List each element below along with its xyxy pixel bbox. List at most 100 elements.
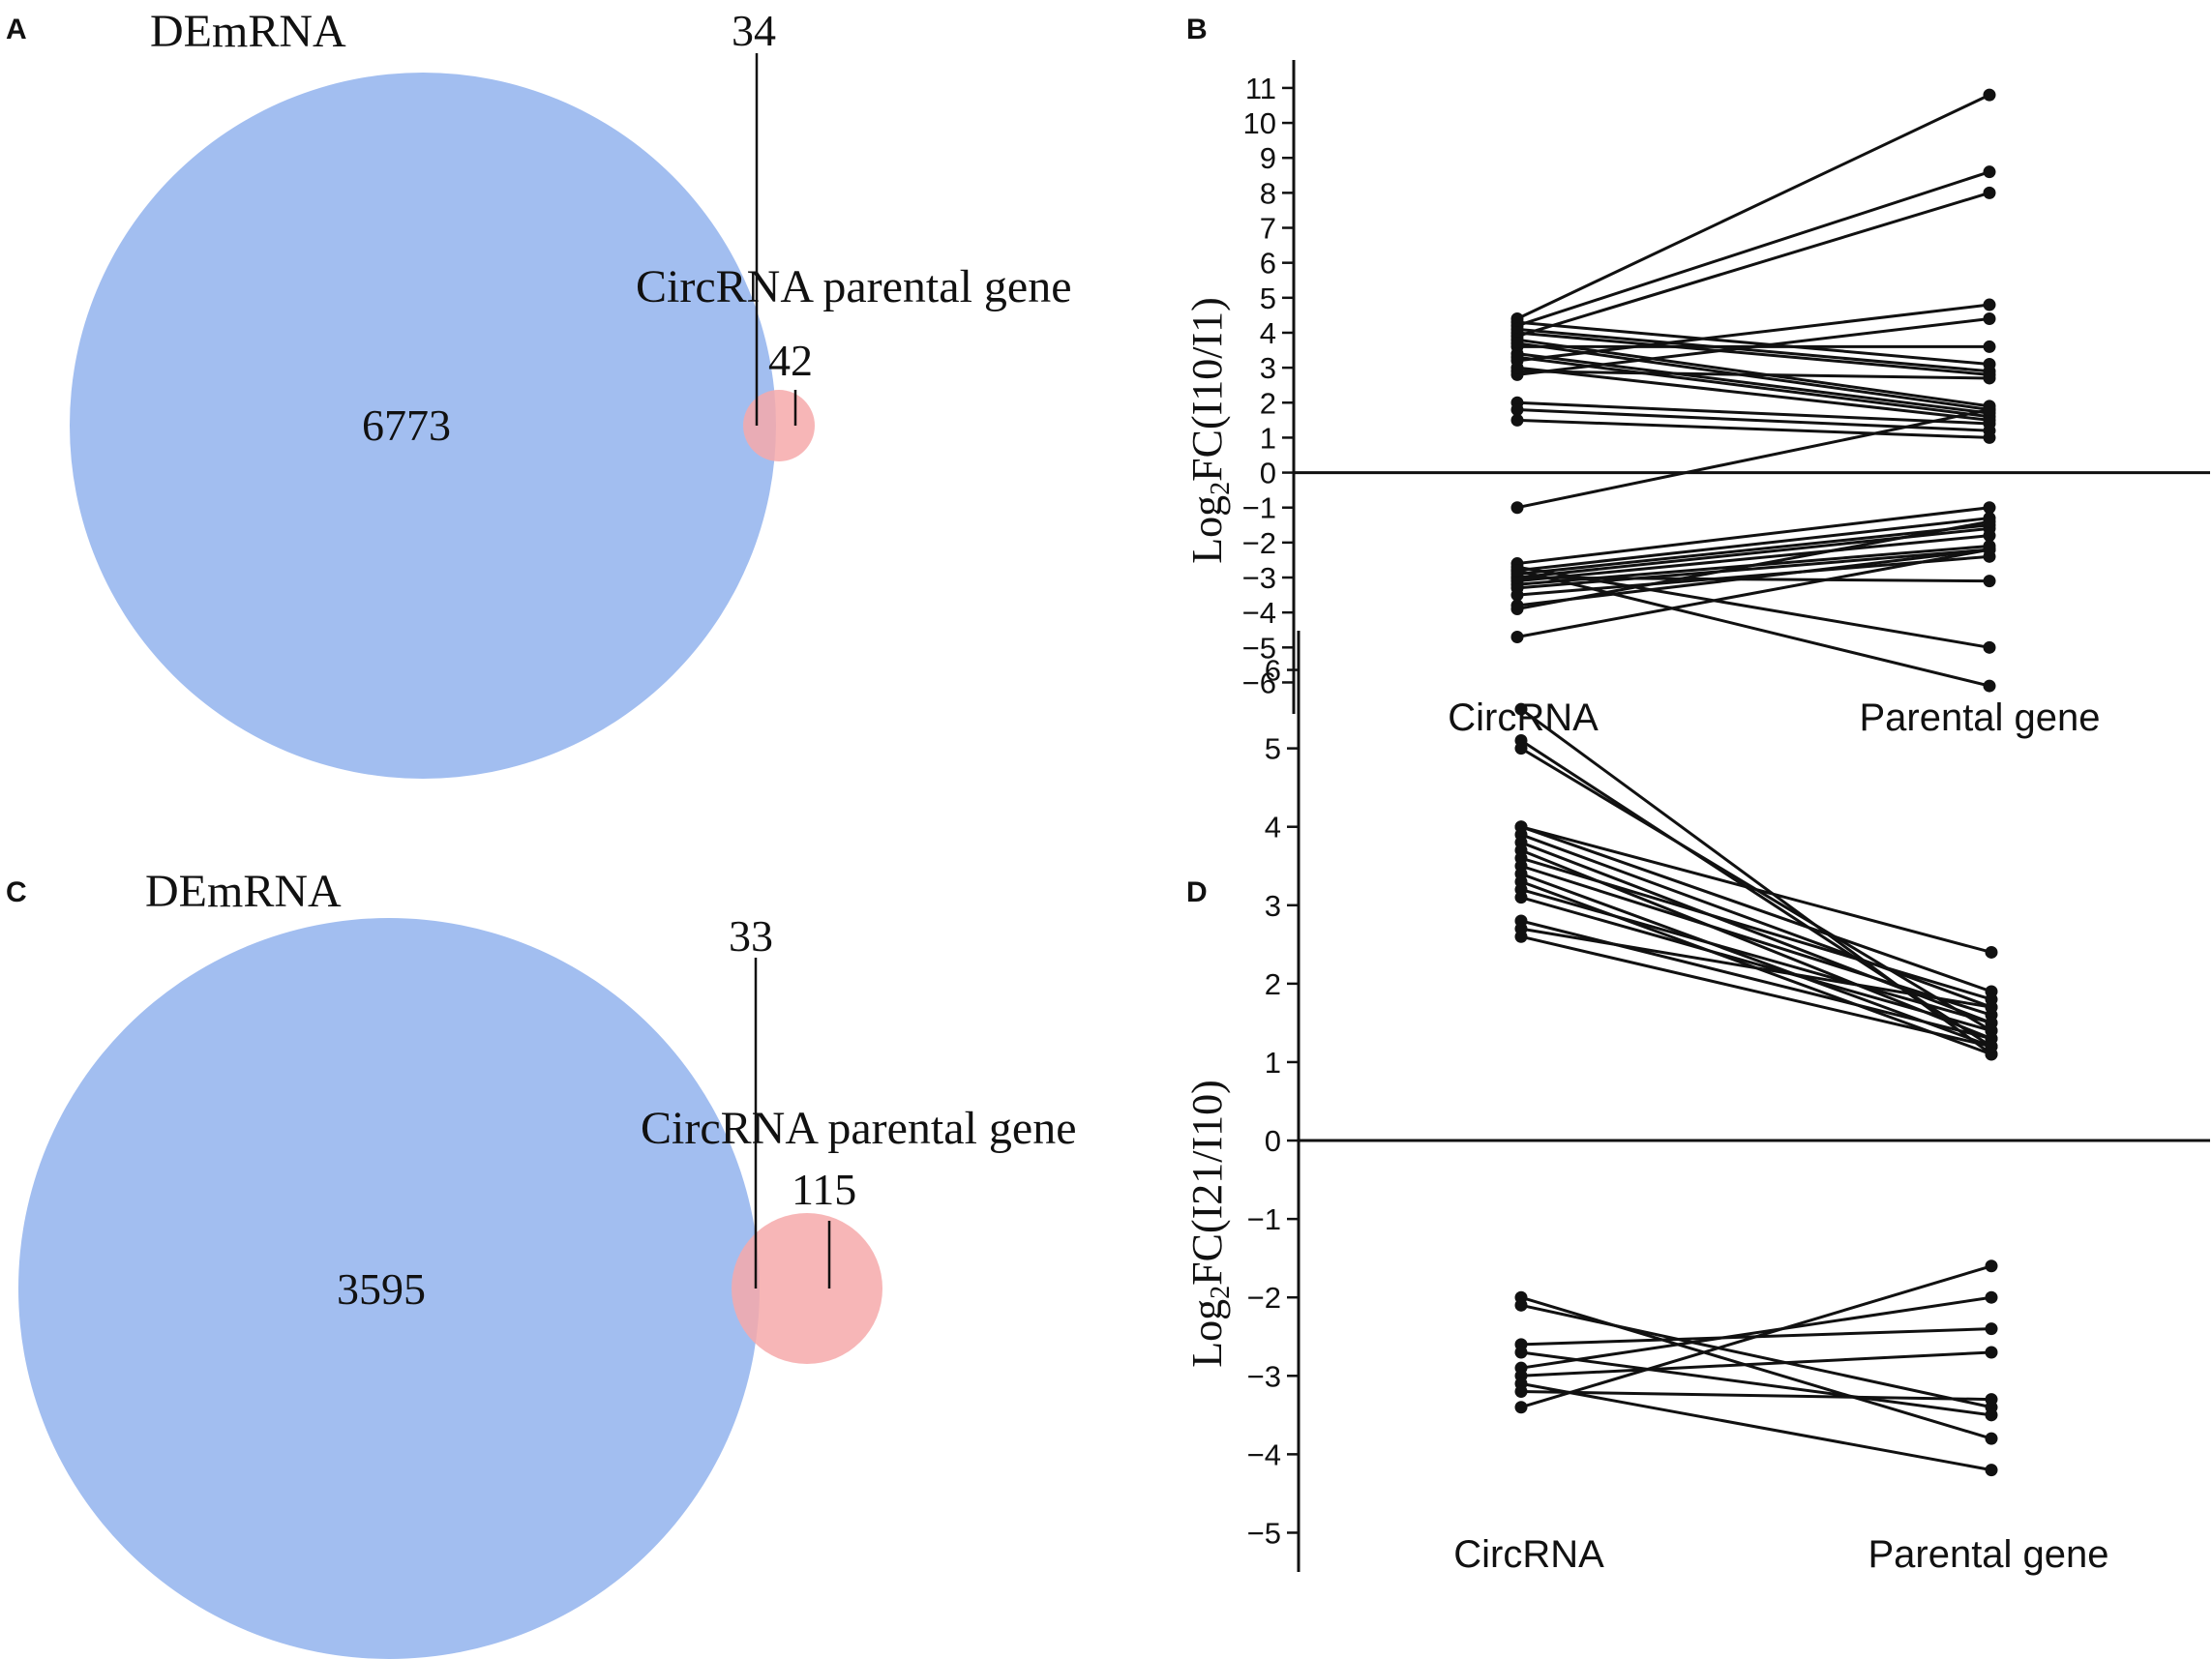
panel-d-tick-label: −5 [1247, 1516, 1281, 1550]
panel-b-category-parental: Parental gene [1859, 696, 2100, 739]
venn-c-overlap-count: 33 [729, 911, 773, 961]
panel-d-plot: 6 5 4 3 2 1 0 −1 −2 −3 −4 −5 [1247, 631, 2210, 1572]
panel-d-pair-line [1520, 739, 1992, 1048]
panel-b-category-circrna: CircRNA [1448, 696, 1599, 739]
panel-d-pair-line [1520, 856, 1992, 1001]
panel-b-pair-line [1516, 93, 1990, 320]
panel-d-tick-label: −4 [1247, 1437, 1281, 1471]
panel-b-pair-line [1516, 548, 1990, 607]
panel-a: A DEmRNA CircRNA parental gene 6773 34 4… [6, 6, 1072, 779]
panel-d-tick-label: 3 [1265, 889, 1281, 923]
panel-d-circrna-point [1514, 1385, 1528, 1399]
panel-d-circrna-point [1514, 1401, 1528, 1414]
venn-a-demrna-count: 6773 [362, 400, 451, 450]
venn-c-parental-circle [732, 1213, 882, 1364]
panel-b-tick-label: 3 [1260, 351, 1276, 385]
panel-d-circrna-point [1514, 1298, 1528, 1312]
panel-d-tick-label: 2 [1265, 967, 1281, 1001]
panel-d-parental-point [1985, 1408, 1998, 1422]
panel-b-circrna-point [1510, 630, 1524, 643]
panel-b-tick-label: 10 [1243, 106, 1276, 140]
panel-b-pair-line [1516, 331, 1990, 376]
panel-d-pair-line [1520, 825, 1992, 993]
panel-d-parental-point [1985, 1464, 1998, 1477]
panel-d-tick-label: 5 [1265, 732, 1281, 766]
panel-d-parental-point [1985, 1432, 1998, 1445]
venn-c-demrna-circle [18, 918, 760, 1659]
panel-b-circrna-point [1510, 564, 1524, 578]
panel-b-parental-point [1983, 529, 1996, 543]
panel-d-parental-point [1985, 1290, 1998, 1304]
panel-b-pair-line [1516, 355, 1990, 419]
panel-b-parental-point [1983, 430, 1996, 444]
panel-b-tick-label: −5 [1242, 631, 1276, 665]
panel-d-parental-point [1985, 1259, 1998, 1273]
panel-b-circrna-point [1510, 501, 1524, 515]
panel-d-pair-line [1520, 833, 1992, 1009]
panel-b-pair-line [1516, 170, 1990, 328]
panel-b-circrna-point [1510, 350, 1524, 364]
panel-b-tick-label: −1 [1242, 491, 1276, 525]
panel-d-circrna-point [1514, 1346, 1528, 1359]
panel-d-tick-label: −2 [1247, 1281, 1281, 1315]
panel-d-pair-line [1520, 1295, 1992, 1440]
venn-a-parental-count: 42 [768, 336, 813, 385]
panel-b-pair-line [1516, 370, 1990, 380]
panel-d-pair-line [1520, 1295, 1992, 1370]
panel-b-pair-line [1516, 338, 1990, 408]
panel-d-circrna-point [1514, 930, 1528, 943]
panel-d-pair-line [1520, 1350, 1992, 1417]
panel-b-tick-label: 9 [1260, 141, 1276, 175]
panel-d-parental-point [1985, 1346, 1998, 1359]
panel-b-tick-label: 2 [1260, 386, 1276, 420]
venn-a-overlap-count: 34 [732, 6, 776, 55]
panel-b-tick-label: −2 [1242, 526, 1276, 560]
panel-a-letter: A [6, 14, 27, 45]
panel-b-pair-line [1516, 506, 1990, 566]
panel-b-tick-label: −3 [1242, 561, 1276, 595]
panel-d-circrna-point [1514, 891, 1528, 904]
panel-d-pair-line [1520, 927, 1992, 1009]
panel-b-tick-label: 4 [1260, 316, 1276, 350]
venn-a-parental-circle [743, 390, 815, 461]
panel-b-ylabel: Log2FC(I10/I1) [1183, 297, 1236, 564]
panel-b-circrna-point [1510, 603, 1524, 616]
panel-b-tick-label: 8 [1260, 176, 1276, 210]
panel-d-pair-line [1520, 1381, 1992, 1472]
panel-b-pair-line [1516, 366, 1990, 422]
panel-c: C DEmRNA CircRNA parental gene 3595 33 1… [6, 866, 1077, 1659]
panel-d-pair-line [1520, 864, 1992, 1017]
panel-d-pair-line [1520, 934, 1992, 1049]
panel-d-pair-line [1520, 1264, 1992, 1409]
panel-b-pair-line [1516, 548, 1990, 638]
panel-b-circrna-point [1510, 337, 1524, 350]
panel-b-parental-point [1983, 312, 1996, 326]
panel-b-pair-line [1516, 418, 1990, 439]
panel-b-pair-line [1516, 408, 1990, 510]
venn-c-parental-count: 115 [792, 1165, 856, 1214]
panel-d-pair-line [1520, 896, 1992, 1032]
panel-b-pair-line [1516, 400, 1990, 426]
panel-b-parental-point [1983, 186, 1996, 199]
panel-b-circrna-point [1510, 413, 1524, 427]
panel-b-pair-line [1516, 320, 1990, 366]
panel-d-pair-line [1520, 919, 1992, 1041]
panel-b-pair-line [1516, 517, 1990, 573]
panel-d-tick-label: −1 [1247, 1202, 1281, 1236]
panel-b-parental-point [1983, 543, 1996, 556]
panel-b-pair-line [1516, 519, 1990, 611]
venn-a-parental-label: CircRNA parental gene [636, 261, 1072, 312]
panel-d: D Log2FC(I21/I10) CircRNA Parental gene … [1183, 631, 2210, 1576]
panel-b-tick-label: 11 [1245, 72, 1276, 105]
panel-b-circrna-point [1510, 402, 1524, 416]
panel-b-parental-point [1983, 501, 1996, 515]
panel-b-tick-label: 0 [1260, 457, 1276, 490]
panel-d-pair-line [1520, 888, 1992, 1024]
venn-c-demrna-label: DEmRNA [145, 866, 342, 917]
panel-d-pair-line [1520, 1303, 1992, 1409]
panel-d-pair-line [1520, 1350, 1992, 1378]
panel-b-circrna-point [1510, 361, 1524, 374]
panel-d-parental-point [1985, 1000, 1998, 1014]
